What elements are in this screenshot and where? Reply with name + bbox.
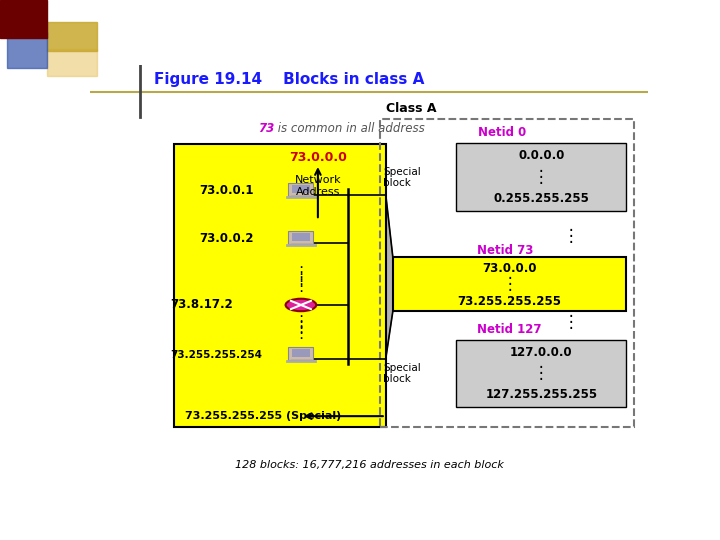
Text: ⋮: ⋮ <box>533 364 549 382</box>
Bar <box>174 144 386 427</box>
Text: 0.255.255.255: 0.255.255.255 <box>493 192 589 206</box>
Text: Network
Address: Network Address <box>294 175 341 198</box>
Text: ⋮: ⋮ <box>501 275 518 293</box>
Text: 73.255.255.254: 73.255.255.254 <box>170 349 262 360</box>
Text: 73: 73 <box>258 123 274 136</box>
Text: Netid 0: Netid 0 <box>478 126 526 139</box>
Text: ⋮: ⋮ <box>533 168 549 186</box>
Text: 128 blocks: 16,777,216 addresses in each block: 128 blocks: 16,777,216 addresses in each… <box>235 460 503 470</box>
Bar <box>393 258 626 311</box>
Text: 0.0.0.0: 0.0.0.0 <box>518 149 564 162</box>
Text: Netid 73: Netid 73 <box>477 244 533 257</box>
Text: ⋮: ⋮ <box>562 227 579 245</box>
Text: Class A: Class A <box>386 102 436 114</box>
Bar <box>289 347 313 360</box>
Text: 73.0.0.0: 73.0.0.0 <box>482 261 537 274</box>
Text: is common in all address: is common in all address <box>274 123 425 136</box>
Text: ⋮: ⋮ <box>562 313 579 331</box>
Text: Netid 127: Netid 127 <box>477 323 541 336</box>
Text: Special
block: Special block <box>383 166 420 188</box>
Text: 73.8.17.2: 73.8.17.2 <box>171 299 233 312</box>
Text: Special
block: Special block <box>383 363 420 384</box>
Bar <box>289 231 313 244</box>
Text: 127.255.255.255: 127.255.255.255 <box>485 388 598 401</box>
Text: Figure 19.14    Blocks in class A: Figure 19.14 Blocks in class A <box>154 72 425 87</box>
Text: ⋮: ⋮ <box>293 279 309 294</box>
Text: 73.0.0.0: 73.0.0.0 <box>289 151 347 165</box>
Bar <box>456 340 626 407</box>
Text: ⋮: ⋮ <box>293 265 309 280</box>
Bar <box>289 183 313 196</box>
Text: ⋮: ⋮ <box>293 326 309 341</box>
Text: ⋮: ⋮ <box>293 314 309 329</box>
Text: 127.0.0.0: 127.0.0.0 <box>510 346 572 359</box>
Text: 73.0.0.1: 73.0.0.1 <box>199 184 254 197</box>
Bar <box>456 144 626 211</box>
Text: ⋮: ⋮ <box>293 320 309 335</box>
Text: 73.0.0.2: 73.0.0.2 <box>199 232 254 245</box>
Ellipse shape <box>286 299 316 311</box>
Text: ⋮: ⋮ <box>293 272 309 287</box>
Polygon shape <box>386 195 393 359</box>
Text: 73.255.255.255: 73.255.255.255 <box>458 295 562 308</box>
Text: 73.255.255.255 (Special): 73.255.255.255 (Special) <box>185 411 341 421</box>
Bar <box>380 119 634 427</box>
Bar <box>292 349 310 357</box>
Bar <box>292 233 310 241</box>
Bar <box>292 185 310 193</box>
